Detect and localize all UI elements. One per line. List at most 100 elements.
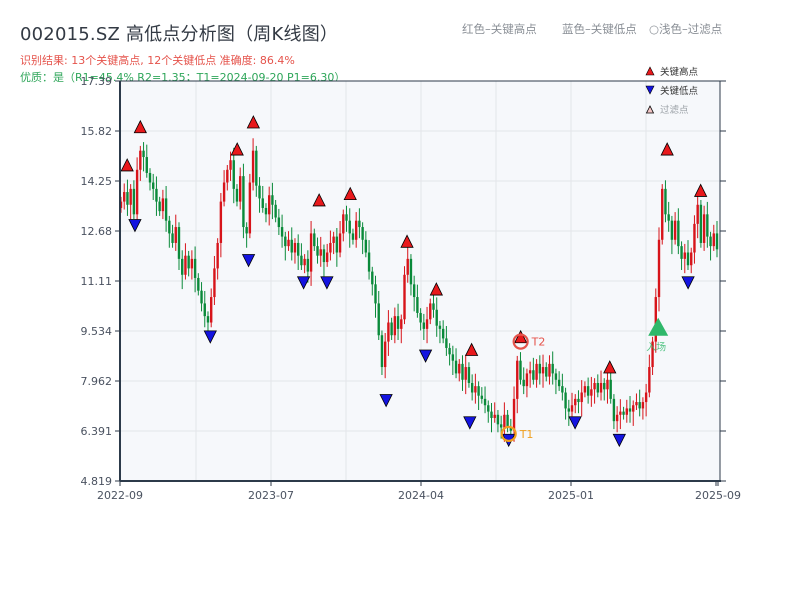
candle-down <box>245 227 248 234</box>
key-low-marker <box>128 219 142 233</box>
key-high-marker <box>660 142 674 156</box>
key-high-marker <box>120 158 134 172</box>
candle-up <box>332 236 335 243</box>
candle-down <box>171 233 174 243</box>
top-legend-red: 红色–关键高点 <box>462 22 537 36</box>
candle-up <box>644 392 648 403</box>
candle-down <box>538 363 542 374</box>
candle-down <box>496 414 500 425</box>
entry-label: 入场 <box>646 341 666 354</box>
candle-down <box>306 258 310 272</box>
candle-up <box>593 382 596 390</box>
x-tick-label: 2025-09 <box>695 489 741 502</box>
y-tick-label: 6.391 <box>81 425 113 438</box>
candle-up <box>683 252 686 259</box>
candle-up <box>319 249 322 256</box>
t2-label: T2 <box>531 336 546 349</box>
candle-up <box>309 233 313 272</box>
candle-up <box>696 204 699 224</box>
candle-down <box>300 255 303 266</box>
candle-up <box>712 233 715 247</box>
candle-down <box>490 411 493 418</box>
candle-down <box>193 258 197 278</box>
key-low-marker <box>463 416 477 430</box>
candle-down <box>670 220 674 240</box>
candle-down <box>667 214 670 221</box>
candle-down <box>628 408 632 412</box>
candle-down <box>164 198 168 221</box>
candle-up <box>625 408 628 415</box>
key-high-marker <box>312 193 326 207</box>
candle-up <box>226 169 229 183</box>
candle-down <box>371 271 374 285</box>
candle-down <box>367 252 371 272</box>
candle-down <box>409 258 413 285</box>
candle-down <box>206 316 210 323</box>
candle-down <box>506 414 509 428</box>
candle-down <box>522 379 525 387</box>
candle-down <box>290 239 293 253</box>
candle-up <box>429 303 432 320</box>
candle-up <box>387 322 390 342</box>
candle-up <box>174 227 177 243</box>
candle-down <box>561 386 564 393</box>
candle-down <box>441 328 445 339</box>
y-tick-label: 12.68 <box>81 225 113 238</box>
y-tick-label: 11.11 <box>81 275 113 288</box>
candle-down <box>274 204 277 218</box>
x-tick-label: 2024-04 <box>398 489 444 502</box>
candle-up <box>325 252 329 263</box>
legend-label: 关键高点 <box>660 66 699 78</box>
candle-up <box>338 233 342 253</box>
candle-up <box>383 341 387 368</box>
key-high-marker <box>603 360 617 374</box>
key-high-marker <box>343 186 357 200</box>
candle-down <box>148 172 152 183</box>
key-low-marker <box>296 276 311 290</box>
candle-down <box>567 408 571 412</box>
candle-down <box>422 322 426 329</box>
candle-down <box>261 198 264 208</box>
pivot-markers <box>120 115 708 448</box>
candle-up <box>590 389 593 396</box>
candle-up <box>239 176 242 202</box>
candle-down <box>448 347 451 355</box>
candle-up <box>516 360 519 399</box>
candle-up <box>400 319 403 329</box>
t1-label: T1 <box>519 428 534 441</box>
candle-up <box>651 341 654 368</box>
candle-down <box>487 405 490 412</box>
candle-up <box>216 242 219 269</box>
key-low-marker <box>681 276 695 290</box>
candle-up <box>690 252 693 266</box>
candle-up <box>123 192 126 202</box>
result-summary: 识别结果: 13个关键高点, 12个关键低点 准确度: 86.4% <box>20 54 295 67</box>
candle-down <box>564 392 567 409</box>
candle-up <box>474 386 477 393</box>
candle-up <box>210 297 213 323</box>
candle-up <box>615 414 619 422</box>
candle-down <box>596 382 599 393</box>
candle-down <box>454 360 458 374</box>
legend-key-high-icon <box>645 66 655 76</box>
candle-up <box>129 188 132 205</box>
candle-down <box>258 185 261 199</box>
candle-down <box>277 217 281 228</box>
top-legend-blue: 蓝色–关键低点 <box>562 22 637 36</box>
candle-down <box>609 379 612 399</box>
y-tick-label: 9.534 <box>81 325 113 338</box>
candle-down <box>557 379 561 387</box>
grid-lines <box>120 81 720 481</box>
key-low-marker <box>203 330 217 344</box>
candle-up <box>648 367 651 393</box>
candle-up <box>251 150 255 183</box>
key-high-marker <box>429 282 443 296</box>
candle-down <box>348 220 351 234</box>
candle-up <box>403 274 406 320</box>
top-legend-light: ○浅色–过滤点 <box>649 22 723 36</box>
candle-down <box>374 284 377 304</box>
candle-down <box>322 249 326 263</box>
candle-up <box>702 214 706 243</box>
